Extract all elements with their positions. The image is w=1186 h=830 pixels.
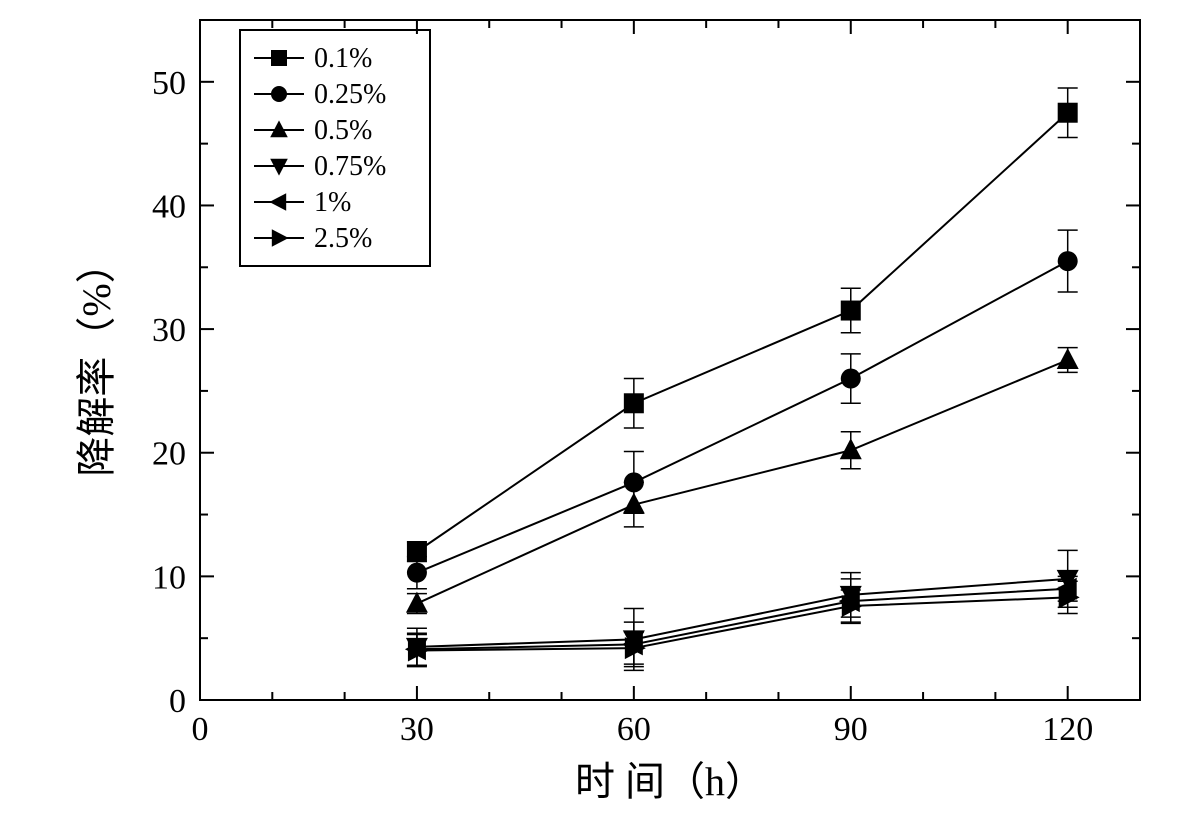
x-axis-title: 时 间（h） xyxy=(575,759,765,804)
svg-text:50: 50 xyxy=(152,65,186,102)
svg-text:30: 30 xyxy=(152,312,186,349)
series-2 xyxy=(406,348,1079,614)
series-4 xyxy=(405,576,1078,666)
chart-container: 0 30 60 90 120 0 10 20 30 40 50 时 间（h） 降解率（%） 0.1% 0.2… xyxy=(0,0,1186,830)
series-1 xyxy=(407,230,1078,589)
y-axis-title: 降解率（%） xyxy=(74,243,119,476)
series-3 xyxy=(406,550,1079,670)
svg-text:20: 20 xyxy=(152,436,186,473)
svg-text:40: 40 xyxy=(152,188,186,225)
svg-text:0: 0 xyxy=(169,683,186,720)
svg-text:10: 10 xyxy=(152,559,186,596)
svg-text:120: 120 xyxy=(1042,711,1093,748)
degradation-chart: 0 30 60 90 120 0 10 20 30 40 50 时 间（h） 降解率（%） 0.1% 0.2… xyxy=(0,0,1186,830)
legend-label-1: 0.25% xyxy=(314,79,386,110)
svg-text:90: 90 xyxy=(834,711,868,748)
legend-label-4: 1% xyxy=(314,187,351,218)
legend-label-3: 0.75% xyxy=(314,151,386,182)
svg-text:30: 30 xyxy=(400,711,434,748)
svg-text:0: 0 xyxy=(192,711,209,748)
legend-label-0: 0.1% xyxy=(314,43,372,74)
legend-label-5: 2.5% xyxy=(314,223,372,254)
legend-label-2: 0.5% xyxy=(314,115,372,146)
series-0 xyxy=(407,88,1078,562)
svg-text:60: 60 xyxy=(617,711,651,748)
legend: 0.1% 0.25% 0.5% 0.75% 1% 2.5% xyxy=(240,30,430,266)
